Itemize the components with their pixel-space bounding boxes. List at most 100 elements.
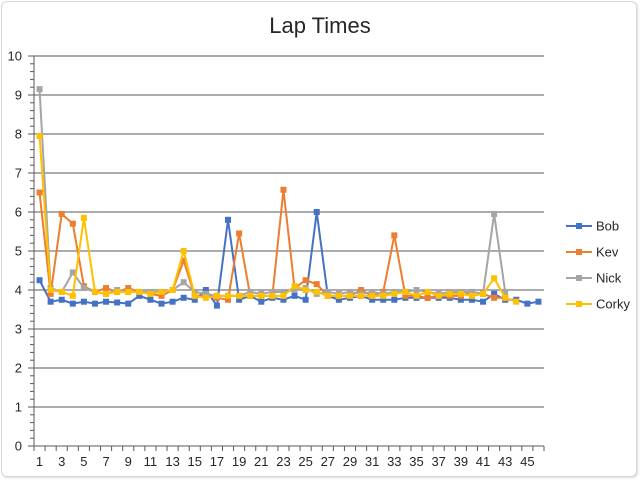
data-point-bob [158,300,165,307]
legend-label-bob: Bob [596,219,619,234]
data-point-nick [269,288,276,295]
gridlines [34,55,544,408]
y-tick-label: 6 [15,205,22,220]
data-point-bob [258,298,265,305]
legend-marker-nick [576,275,582,281]
data-point-kev [424,294,431,301]
data-point-bob [302,296,309,303]
data-point-corky [202,294,209,301]
data-point-kev [236,230,243,237]
data-point-nick [247,288,254,295]
data-point-bob [535,298,542,305]
data-point-corky [324,292,331,299]
data-point-corky [302,287,309,293]
data-point-corky [335,292,342,299]
legend-marker-corky [576,301,582,307]
data-point-corky [91,288,98,295]
x-tick-label: 29 [343,454,357,469]
y-tick-label: 9 [15,88,22,103]
data-point-corky [213,292,220,299]
data-point-corky [358,292,365,299]
legend-label-nick: Nick [596,271,622,286]
data-point-bob [36,277,43,284]
y-tick-label: 0 [15,439,22,454]
x-tick-label: 27 [321,454,335,469]
x-tick-label: 13 [165,454,179,469]
data-point-bob [380,296,387,303]
series-line-kev [38,188,506,301]
data-point-corky [402,288,409,295]
x-axis-ticks: 1 3 5 7 9 11 13 15 17 19 21 23 25 27 29 31 33 35 37 39 41 43 4… [36,454,535,469]
data-point-corky [103,290,110,297]
data-point-bob [480,298,487,305]
data-point-kev [69,220,76,227]
data-point-kev [125,285,132,292]
data-point-bob [191,296,198,303]
series-corky [36,132,520,305]
data-point-corky [513,298,520,305]
data-point-bob [69,300,76,307]
series-line-nick [38,89,507,297]
y-tick-label: 10 [8,49,22,64]
data-point-nick [69,269,76,276]
y-tick-label: 4 [15,283,22,298]
y-tick-label: 1 [15,400,22,415]
data-point-corky [313,288,320,295]
x-tick-label: 37 [431,454,445,469]
data-point-nick [280,288,287,295]
data-point-corky [147,290,154,297]
data-point-bob [391,296,398,303]
data-point-kev [47,290,54,297]
data-point-bob [47,298,54,305]
data-point-kev [491,294,498,301]
y-tick-label: 8 [15,127,22,142]
data-point-bob [80,298,87,305]
data-point-corky [114,288,121,295]
axes [28,55,545,451]
legend-label-kev: Kev [596,245,619,260]
legend-label-corky: Corky [596,297,630,312]
data-point-bob [58,296,65,303]
x-tick-label: 7 [102,454,109,469]
data-point-corky [369,292,376,299]
data-point-nick [346,288,353,295]
data-point-kev [302,277,309,284]
data-point-kev [158,292,165,299]
data-point-kev [36,189,43,196]
data-point-corky [269,292,276,299]
data-point-corky [457,290,464,297]
data-point-kev [313,281,320,288]
data-point-nick [369,288,376,295]
data-point-nick [180,279,187,286]
data-point-bob [291,292,298,299]
x-tick-label: 45 [520,454,534,469]
data-point-bob [125,300,132,307]
data-point-corky [258,292,265,299]
data-point-corky [158,288,165,295]
data-point-corky [169,287,176,293]
y-tick-label: 7 [15,166,22,181]
data-point-corky [236,292,243,299]
data-point-bob [369,296,376,303]
data-point-nick [413,287,420,293]
data-point-corky [502,294,509,301]
data-point-corky [424,288,431,295]
data-point-kev [180,257,187,264]
data-point-bob [103,298,110,305]
legend-item-nick: Nick [566,271,622,286]
series-kev [36,186,509,303]
data-point-bob [457,296,464,303]
data-point-kev [225,296,232,303]
x-tick-label: 33 [387,454,401,469]
chart-title: Lap Times [269,13,371,38]
data-point-corky [491,275,498,282]
x-tick-label: 35 [409,454,423,469]
data-point-kev [402,292,409,299]
data-point-corky [435,292,442,299]
data-point-bob [335,296,342,303]
data-point-bob [491,290,498,297]
data-point-corky [346,292,353,299]
data-point-bob [468,296,475,303]
data-point-corky [413,292,420,299]
